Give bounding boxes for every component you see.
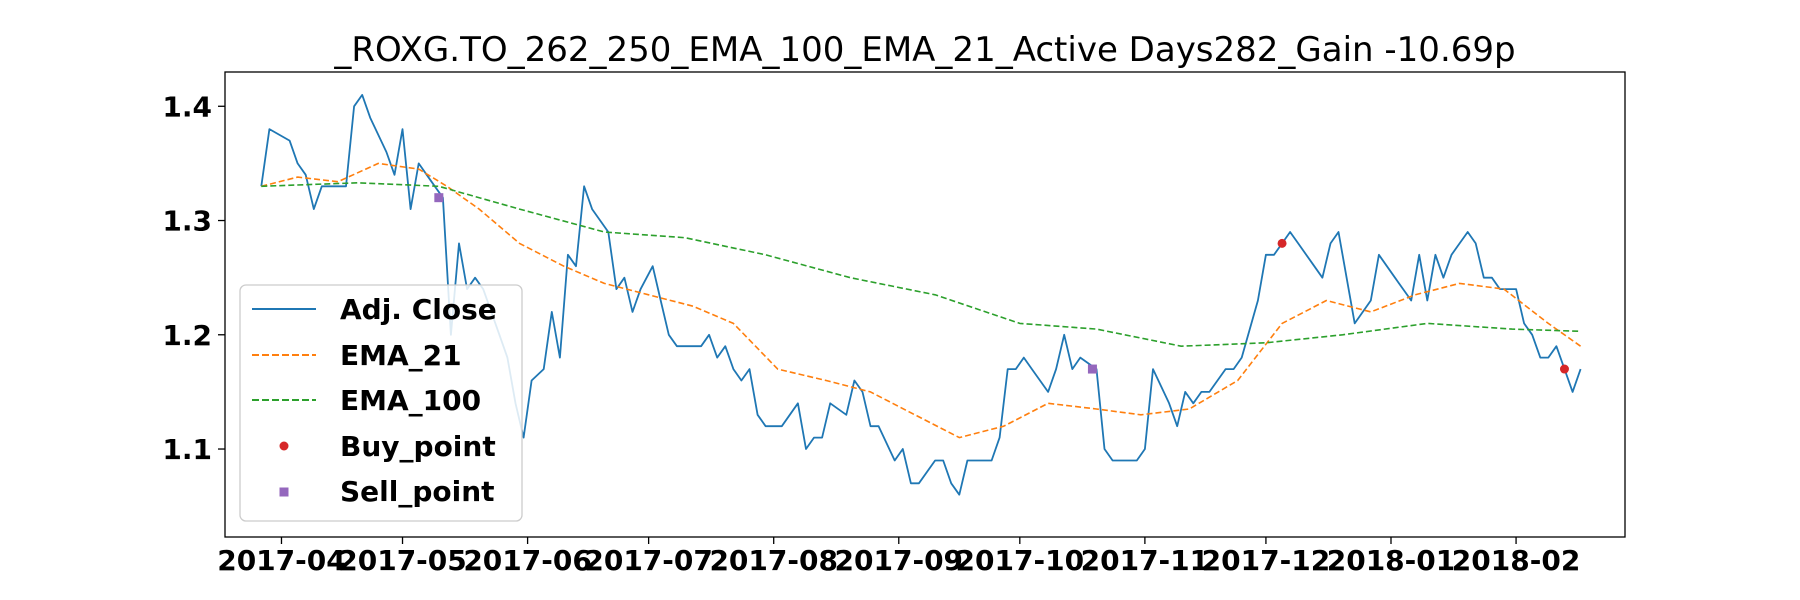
series-line-ema-100 bbox=[261, 182, 1581, 348]
x-tick-label-3: 2017-06 bbox=[463, 544, 592, 577]
marker-layer bbox=[434, 193, 1569, 374]
y-tick-label-2: 1.2 bbox=[162, 319, 212, 352]
legend-label-ema-21: EMA_21 bbox=[340, 339, 462, 372]
legend-box bbox=[239, 284, 523, 522]
legend-label-ema-100: EMA_100 bbox=[340, 384, 481, 417]
legend-swatch-buy-point bbox=[279, 441, 289, 451]
y-axis: 1.1 1.2 1.3 1.4 bbox=[162, 90, 225, 466]
chart-title: _ROXG.TO_262_250_EMA_100_EMA_21_Active D… bbox=[333, 30, 1515, 70]
y-tick-label-4: 1.4 bbox=[162, 90, 212, 123]
legend: Adj. Close EMA_21 EMA_100 Buy_point Sell… bbox=[239, 284, 523, 522]
sell-point-marker-1 bbox=[434, 193, 444, 203]
x-tick-label-7: 2017-10 bbox=[956, 544, 1085, 577]
x-tick-label-2: 2017-05 bbox=[338, 544, 467, 577]
x-tick-label-1: 2017-04 bbox=[217, 544, 346, 577]
x-axis: 2017-042017-052017-062017-072017-082017-… bbox=[217, 537, 1580, 577]
legend-label-buy-point: Buy_point bbox=[340, 430, 496, 463]
legend-label-adj-close: Adj. Close bbox=[340, 293, 497, 326]
x-tick-label-4: 2017-07 bbox=[584, 544, 713, 577]
buy-point-marker-1 bbox=[1277, 238, 1287, 248]
x-tick-label-9: 2017-12 bbox=[1202, 544, 1331, 577]
y-tick-label-1: 1.1 bbox=[162, 433, 212, 466]
x-tick-label-5: 2017-08 bbox=[709, 544, 838, 577]
sell-point-marker-2 bbox=[1087, 364, 1097, 374]
x-tick-label-6: 2017-09 bbox=[835, 544, 964, 577]
legend-label-sell-point: Sell_point bbox=[340, 475, 495, 508]
legend-swatch-sell-point bbox=[279, 487, 289, 497]
x-tick-label-10: 2018-01 bbox=[1327, 544, 1456, 577]
x-tick-label-8: 2017-11 bbox=[1081, 544, 1210, 577]
x-tick-label-11: 2018-02 bbox=[1452, 544, 1581, 577]
buy-point-marker-2 bbox=[1559, 364, 1569, 374]
y-tick-label-3: 1.3 bbox=[162, 205, 212, 238]
plot-area bbox=[224, 71, 1626, 538]
